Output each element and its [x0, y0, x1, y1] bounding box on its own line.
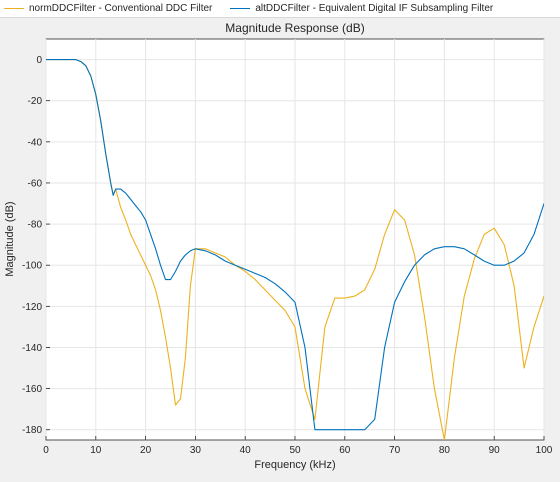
series-line-1 [46, 59, 544, 431]
x-tick-label: 50 [289, 445, 301, 456]
legend-swatch-norm [4, 8, 24, 9]
chart-area: Magnitude Response (dB) 0 10 20 30 40 50 60 70 8… [0, 17, 560, 477]
y-tick-label: -120 [22, 302, 42, 313]
legend-label-alt: altDDCFilter - Equivalent Digital IF Sub… [255, 3, 494, 14]
legend-label-norm: normDDCFilter - Conventional DDC Filter [29, 3, 213, 14]
y-tick-label: -160 [22, 384, 42, 395]
magnitude-chart[interactable]: Magnitude Response (dB) 0 10 20 30 40 50 60 70 8… [0, 17, 560, 477]
chart-title: Magnitude Response (dB) [225, 21, 364, 35]
x-tick-label: 40 [240, 445, 252, 456]
y-tick-label: -40 [28, 137, 43, 148]
x-tick-label: 0 [43, 445, 49, 456]
y-tick-label: -80 [28, 220, 43, 231]
x-tick-label: 30 [190, 445, 202, 456]
x-tick-label: 70 [389, 445, 401, 456]
x-tick-label: 10 [90, 445, 102, 456]
series-line-0 [46, 59, 544, 440]
legend: normDDCFilter - Conventional DDC Filter … [0, 0, 560, 18]
axis-ticks: 0 10 20 30 40 50 60 70 80 90 100 0 -20 -40 -60 -80 -100 -… [22, 55, 553, 456]
x-tick-label: 80 [439, 445, 451, 456]
x-tick-label: 20 [140, 445, 152, 456]
x-tick-label: 100 [536, 445, 553, 456]
y-tick-label: -20 [28, 96, 43, 107]
legend-swatch-alt [230, 8, 251, 9]
y-tick-label: -100 [22, 261, 42, 272]
y-tick-label: -140 [22, 343, 42, 354]
grid [45, 39, 545, 440]
y-tick-label: -180 [22, 425, 42, 436]
y-tick-label: -60 [28, 178, 43, 189]
x-tick-label: 90 [489, 445, 501, 456]
y-axis-label: Magnitude (dB) [4, 201, 16, 276]
x-axis-label: Frequency (kHz) [254, 459, 335, 471]
y-tick-label: 0 [36, 55, 42, 66]
x-tick-label: 60 [339, 445, 351, 456]
series-group [46, 59, 544, 440]
legend-item-alt[interactable]: altDDCFilter - Equivalent Digital IF Sub… [230, 3, 493, 14]
legend-item-norm[interactable]: normDDCFilter - Conventional DDC Filter [4, 3, 212, 14]
